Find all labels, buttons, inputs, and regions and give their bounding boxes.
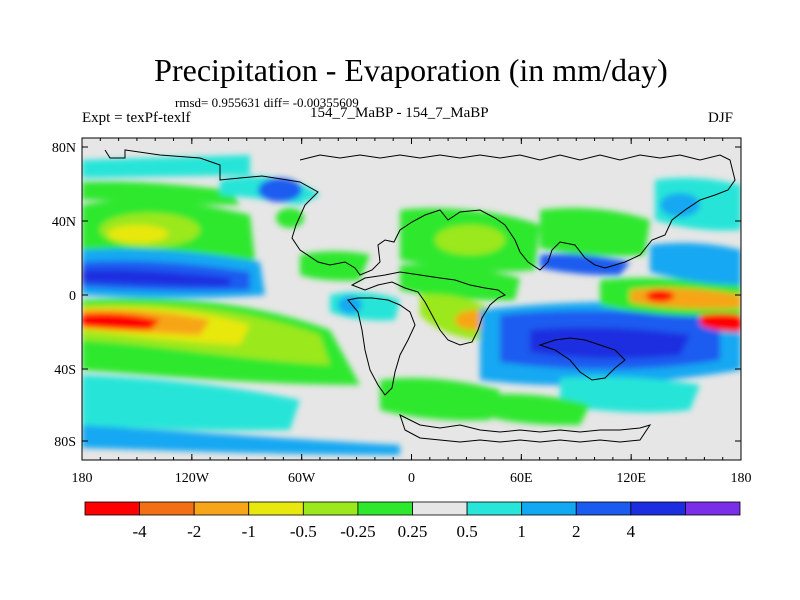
lon-label: 120E	[616, 471, 646, 486]
colorbar-label: 2	[572, 522, 581, 541]
lat-label: 0	[69, 289, 76, 304]
colorbar-label: -4	[132, 522, 147, 541]
colorbar-label: -1	[242, 522, 256, 541]
lon-label: 120W	[175, 471, 210, 486]
lat-label: 40S	[54, 363, 76, 378]
lon-label: 180	[731, 471, 752, 486]
colorbar-label: 0.5	[456, 522, 477, 541]
colorbar-box	[466, 501, 523, 516]
coastlines	[104, 149, 736, 443]
colorbar-label: -2	[187, 522, 201, 541]
colorbar-box	[685, 501, 741, 516]
colorbar-box	[412, 501, 468, 516]
season-label: DJF	[708, 110, 734, 126]
lat-label: 80S	[54, 435, 76, 450]
colorbar-box	[139, 501, 195, 516]
lon-label: 0	[408, 471, 415, 486]
field-contours	[82, 155, 741, 455]
lon-label: 180	[72, 471, 93, 486]
lat-label: 40N	[52, 215, 76, 230]
experiment-label: Expt = texPf-texlf	[82, 110, 191, 126]
map-axes: 80N 40N 0 40S 80S 180 120W 60W 0 60E 120E 180	[52, 138, 752, 486]
colorbar-boxes	[84, 501, 741, 516]
colorbar-box	[248, 501, 304, 516]
colorbar-box	[302, 501, 359, 516]
colorbar-label: 4	[627, 522, 636, 541]
colorbar-box	[193, 501, 250, 516]
colorbar-labels: -4 -2 -1 -0.5 -0.25 0.25 0.5 1 2 4	[132, 522, 635, 541]
colorbar-box	[630, 501, 686, 516]
plot-title: Precipitation - Evaporation (in mm/day)	[154, 52, 668, 88]
colorbar-label: 1	[517, 522, 526, 541]
colorbar-label: 0.25	[398, 522, 428, 541]
lon-label: 60W	[288, 471, 316, 486]
colorbar-box	[84, 501, 140, 516]
colorbar-box	[521, 501, 577, 516]
lon-label: 60E	[510, 471, 533, 486]
lat-label: 80N	[52, 141, 76, 156]
colorbar-label: -0.25	[340, 522, 375, 541]
colorbar-box	[575, 501, 632, 516]
colorbar-label: -0.5	[290, 522, 317, 541]
statistics-line: rmsd= 0.955631 diff= -0.00355609	[175, 95, 359, 110]
runs-label: 154_7_MaBP - 154_7_MaBP	[310, 105, 489, 121]
colorbar-box	[357, 501, 413, 516]
